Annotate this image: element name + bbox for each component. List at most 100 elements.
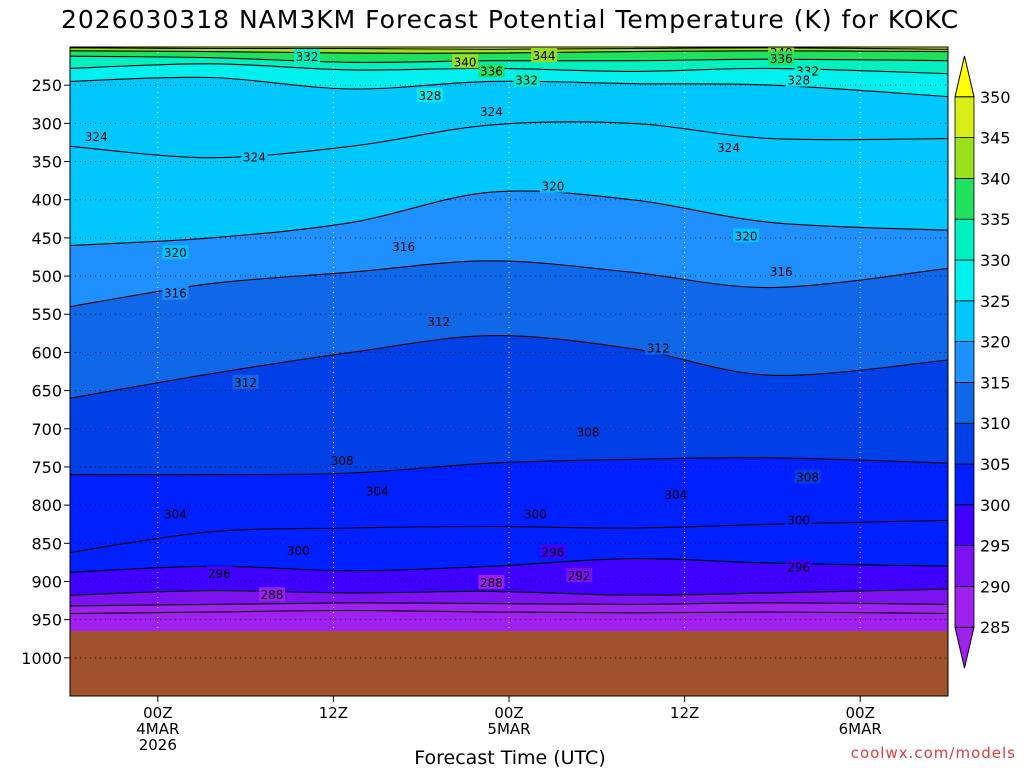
isentrope-292 <box>70 602 948 607</box>
contour-label-292: 292 <box>568 569 591 583</box>
contour-label-296: 296 <box>208 567 231 581</box>
contour-label-300: 300 <box>287 544 310 558</box>
y-tick-label-450: 450 <box>31 229 62 248</box>
colorbar-segment-305 <box>954 422 975 465</box>
contour-label-304: 304 <box>366 484 389 498</box>
isentrope-316 <box>70 260 948 308</box>
isentrope-320 <box>70 190 948 247</box>
contour-label-300: 300 <box>524 507 547 521</box>
contour-label-bg-19 <box>768 264 795 279</box>
contour-label-bg-8 <box>785 72 812 87</box>
contour-label-bg-9 <box>416 87 443 102</box>
y-tick-label-300: 300 <box>31 114 62 133</box>
colorbar-segment-325 <box>954 259 975 302</box>
colorbar-label-345: 345 <box>980 129 1011 148</box>
colorbar-segment-295 <box>954 504 975 546</box>
contour-label-320: 320 <box>164 246 187 260</box>
y-tick-label-400: 400 <box>31 191 62 210</box>
contour-label-bg-23 <box>575 424 602 439</box>
contour-label-304: 304 <box>664 488 687 502</box>
contour-label-bg-33 <box>785 559 812 574</box>
ground-below-surface <box>70 631 948 696</box>
colorbar-label-310: 310 <box>980 414 1011 433</box>
y-tick-label-950: 950 <box>31 611 62 630</box>
y-axis: 250 300 350 400 450 500 550 600 650 700 750 800 850 9… <box>21 76 70 668</box>
colorbar-label-325: 325 <box>980 292 1011 311</box>
contour-label-312: 312 <box>427 315 450 329</box>
contour-label-288: 288 <box>480 576 503 590</box>
y-tick-label-750: 750 <box>31 458 62 477</box>
contour-label-340: 340 <box>454 55 477 69</box>
colorbar-cap-high <box>954 55 975 98</box>
credit-text: coolwx.com/models <box>851 744 1016 762</box>
y-tick-label-650: 650 <box>31 382 62 401</box>
contour-label-bg-0 <box>294 48 321 63</box>
contour-label-bg-21 <box>645 340 672 355</box>
x-tick-label-0-2: 2026 <box>139 736 177 754</box>
colorbar-label-300: 300 <box>980 496 1011 515</box>
contour-label-bg-28 <box>162 506 189 521</box>
contour-label-332: 332 <box>515 74 538 88</box>
contour-label-300: 300 <box>787 513 810 527</box>
contour-label-bg-22 <box>232 374 259 389</box>
contour-label-324: 324 <box>480 105 503 119</box>
contour-label-bg-26 <box>364 483 391 498</box>
colorbar-label-315: 315 <box>980 373 1011 392</box>
colorbar-label-320: 320 <box>980 333 1011 352</box>
contour-label-288: 288 <box>260 588 283 602</box>
contour-label-328: 328 <box>419 89 442 103</box>
contour-label-bg-12 <box>241 149 268 164</box>
contour-label-324: 324 <box>85 130 108 144</box>
x-tick-label-4-0: 00Z <box>846 704 875 722</box>
contour-label-308: 308 <box>796 471 819 485</box>
contour-label-324: 324 <box>717 141 740 155</box>
contour-label-bg-18 <box>162 285 189 300</box>
plot-area: 3323403443403363363323323283283243243243… <box>70 47 948 696</box>
contour-label-bg-11 <box>83 129 110 144</box>
y-tick-label-800: 800 <box>31 496 62 515</box>
contour-label-bg-25 <box>794 469 821 484</box>
contour-label-bg-20 <box>425 313 452 328</box>
contour-label-344: 344 <box>533 49 556 63</box>
contour-label-316: 316 <box>392 240 415 254</box>
contour-label-bg-29 <box>522 506 549 521</box>
contour-label-bg-32 <box>539 544 566 559</box>
colorbar-label-290: 290 <box>980 577 1011 596</box>
colorbar-segment-335 <box>954 177 975 220</box>
contour-label-320: 320 <box>735 229 758 243</box>
isentrope-288 <box>70 609 948 615</box>
y-tick-label-550: 550 <box>31 305 62 324</box>
x-tick-label-2-0: 00Z <box>494 704 523 722</box>
contour-label-336: 336 <box>480 64 503 78</box>
isentrope-312 <box>70 335 948 399</box>
contour-label-bg-10 <box>478 103 505 118</box>
contour-label-bg-35 <box>566 568 593 583</box>
contour-label-308: 308 <box>577 426 600 440</box>
y-tick-label-600: 600 <box>31 343 62 362</box>
colorbar-segment-345 <box>954 96 975 139</box>
contour-label-bg-34 <box>206 565 233 580</box>
contour-label-bg-1 <box>452 54 479 69</box>
contour-label-316: 316 <box>164 287 187 301</box>
contour-label-336: 336 <box>770 52 793 66</box>
y-tick-label-500: 500 <box>31 267 62 286</box>
contour-label-296: 296 <box>541 545 564 559</box>
contour-label-316: 316 <box>770 265 793 279</box>
y-tick-label-850: 850 <box>31 534 62 553</box>
contour-label-296: 296 <box>787 561 810 575</box>
contour-label-bg-15 <box>733 228 760 243</box>
contour-label-bg-16 <box>162 245 189 260</box>
contour-label-312: 312 <box>234 376 257 390</box>
x-axis-label: Forecast Time (UTC) <box>414 747 605 768</box>
x-tick-label-2-1: 5MAR <box>487 720 530 738</box>
colorbar-segment-330 <box>954 218 975 261</box>
colorbar-segment-285 <box>954 586 975 628</box>
colorbar-segment-340 <box>954 137 975 179</box>
colorbar-label-285: 285 <box>980 618 1011 637</box>
contour-label-328: 328 <box>787 74 810 88</box>
contour-label-bg-31 <box>285 542 312 557</box>
y-tick-label-250: 250 <box>31 76 62 95</box>
colorbar-segment-300 <box>954 463 975 506</box>
contour-label-308: 308 <box>331 454 354 468</box>
